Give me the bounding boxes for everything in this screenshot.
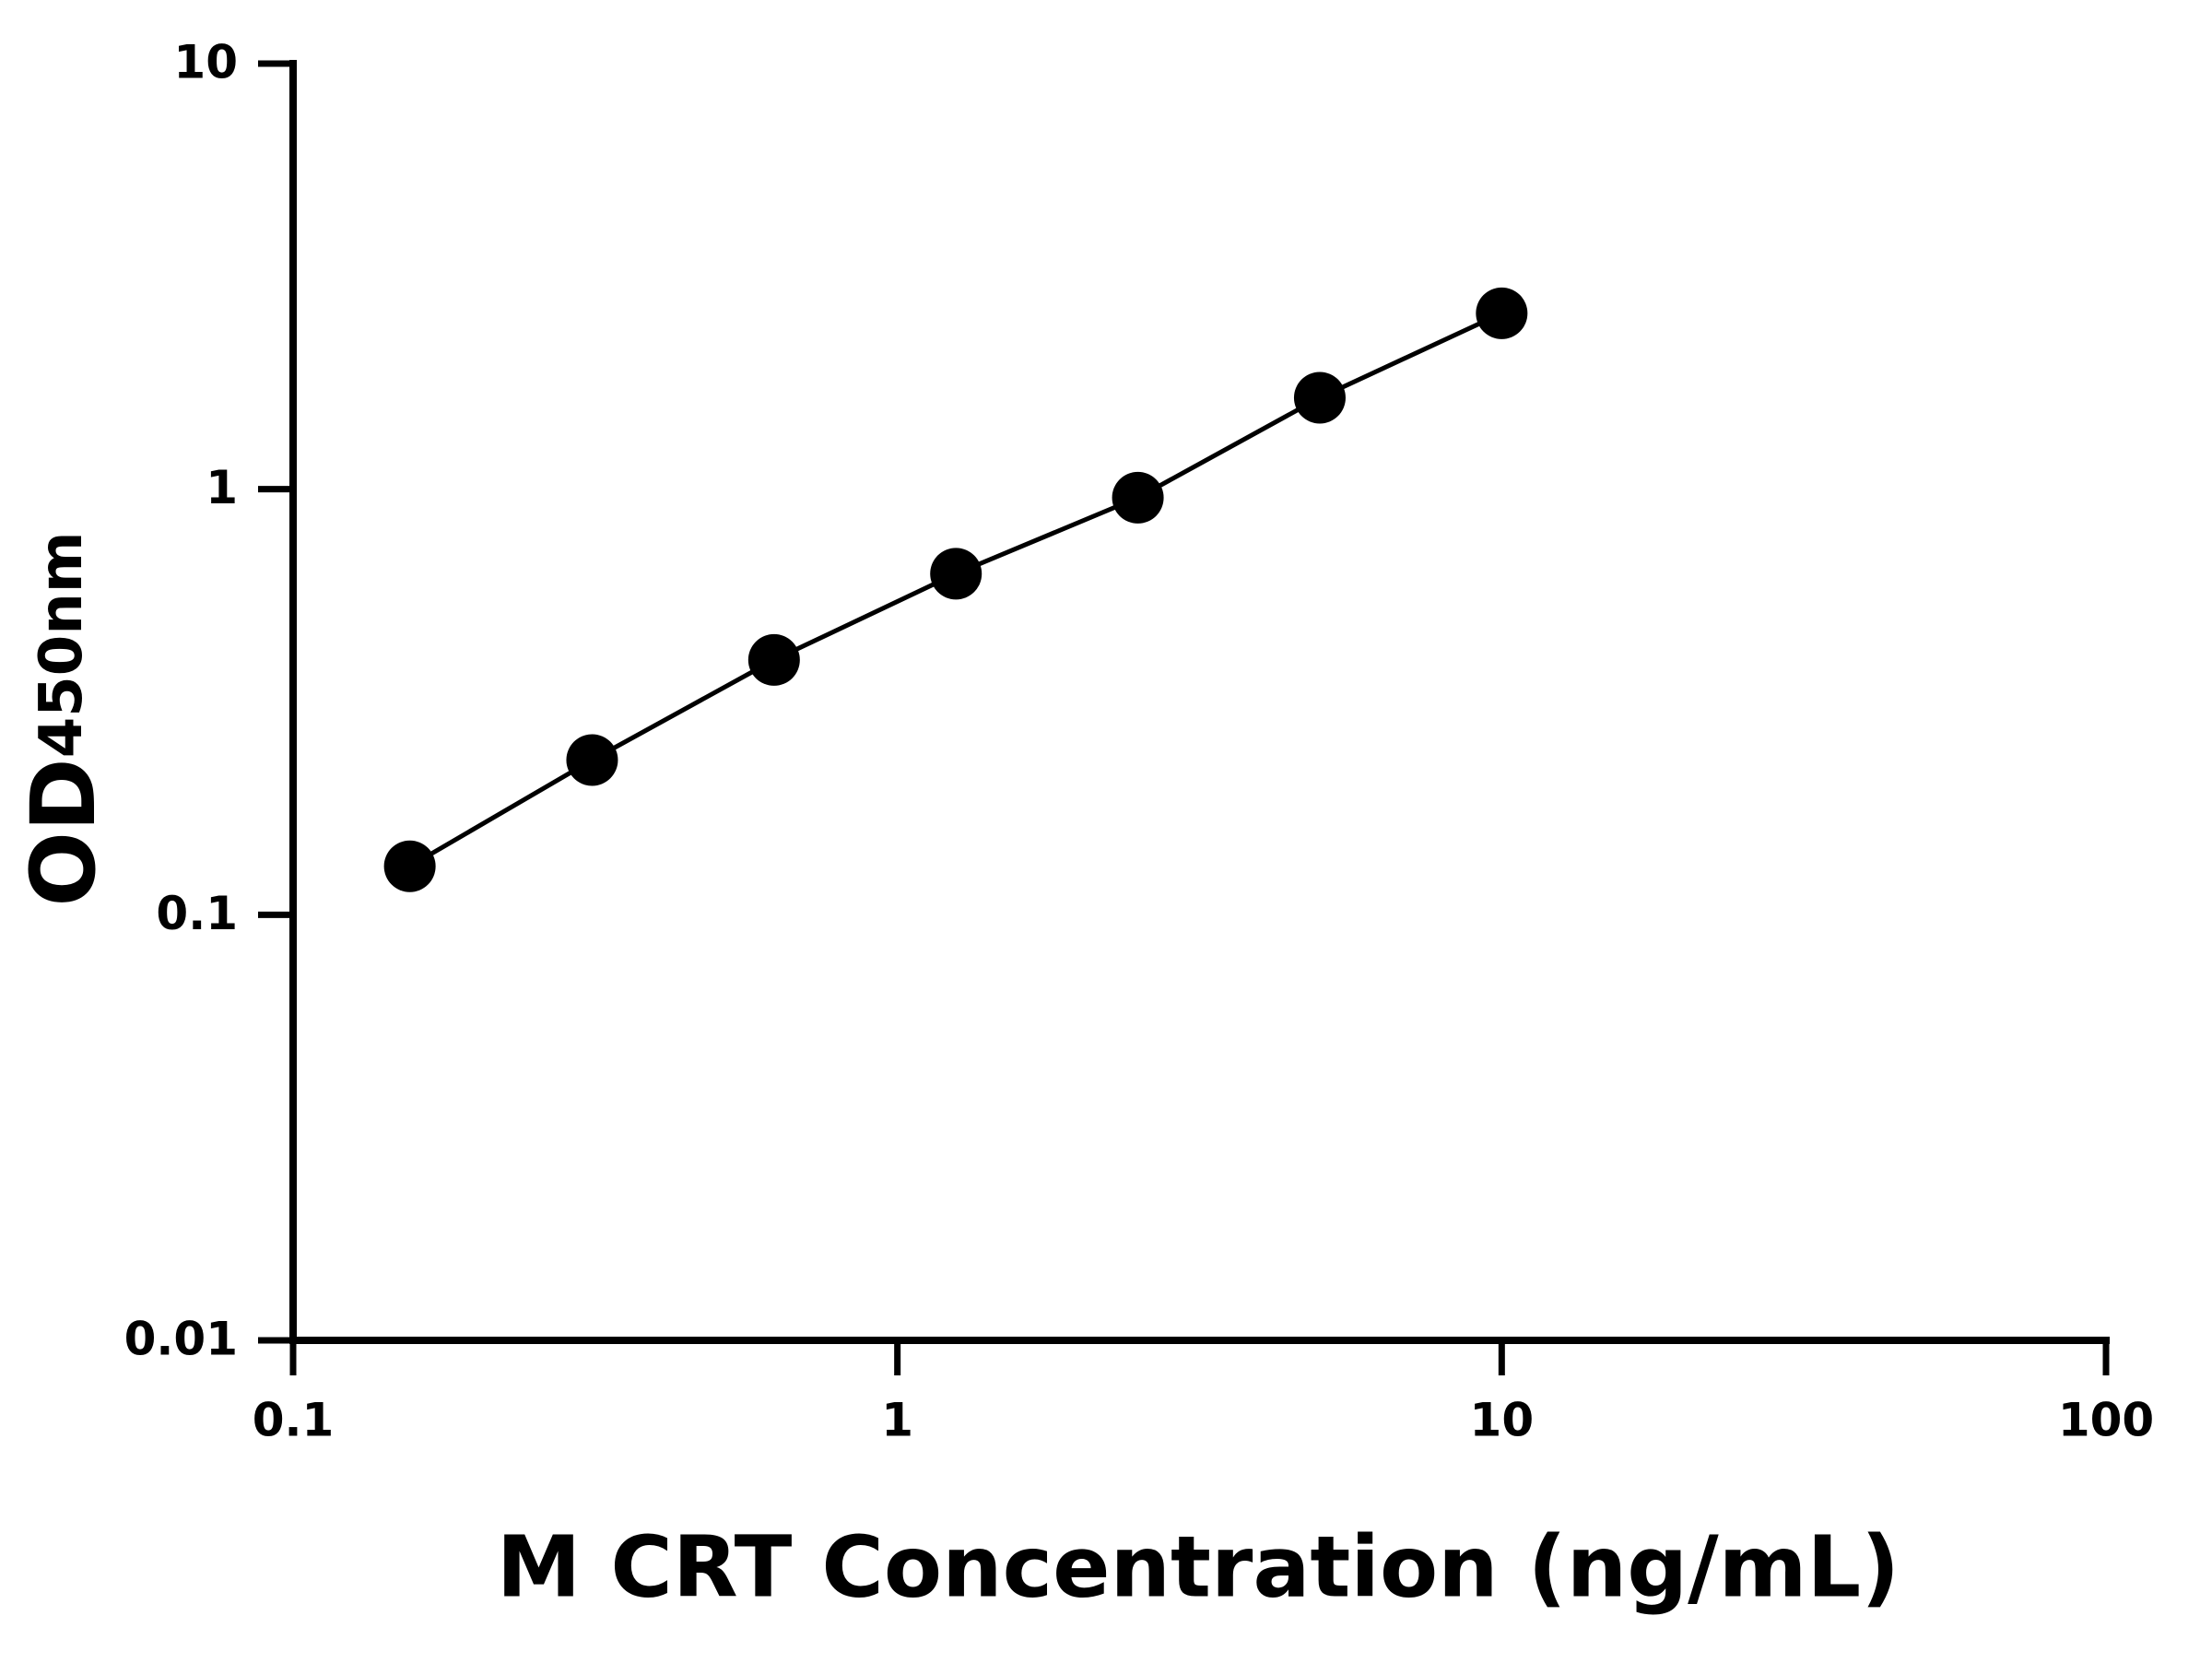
y-tick-label: 1 xyxy=(206,461,238,514)
x-tick-label: 10 xyxy=(1470,1394,1535,1447)
data-point xyxy=(930,548,982,600)
data-point xyxy=(1112,471,1164,524)
y-tick-label: 0.01 xyxy=(124,1313,238,1366)
x-tick-label: 0.1 xyxy=(253,1394,335,1447)
x-tick-label: 100 xyxy=(2058,1394,2154,1447)
data-point xyxy=(383,840,436,892)
data-point xyxy=(747,633,800,686)
data-point xyxy=(1476,287,1528,339)
x-tick-label: 1 xyxy=(881,1394,913,1447)
data-point xyxy=(566,734,618,786)
y-axis-label-main: OD xyxy=(12,758,115,906)
y-tick-label: 0.1 xyxy=(156,887,238,940)
y-axis-label-subscript: 450nm xyxy=(28,531,96,758)
y-axis-label: OD450nm xyxy=(12,531,115,906)
data-point xyxy=(1293,372,1346,424)
x-axis-label: M CRT Concentration (ng/mL) xyxy=(497,1517,1900,1616)
y-tick-label: 10 xyxy=(173,36,238,89)
